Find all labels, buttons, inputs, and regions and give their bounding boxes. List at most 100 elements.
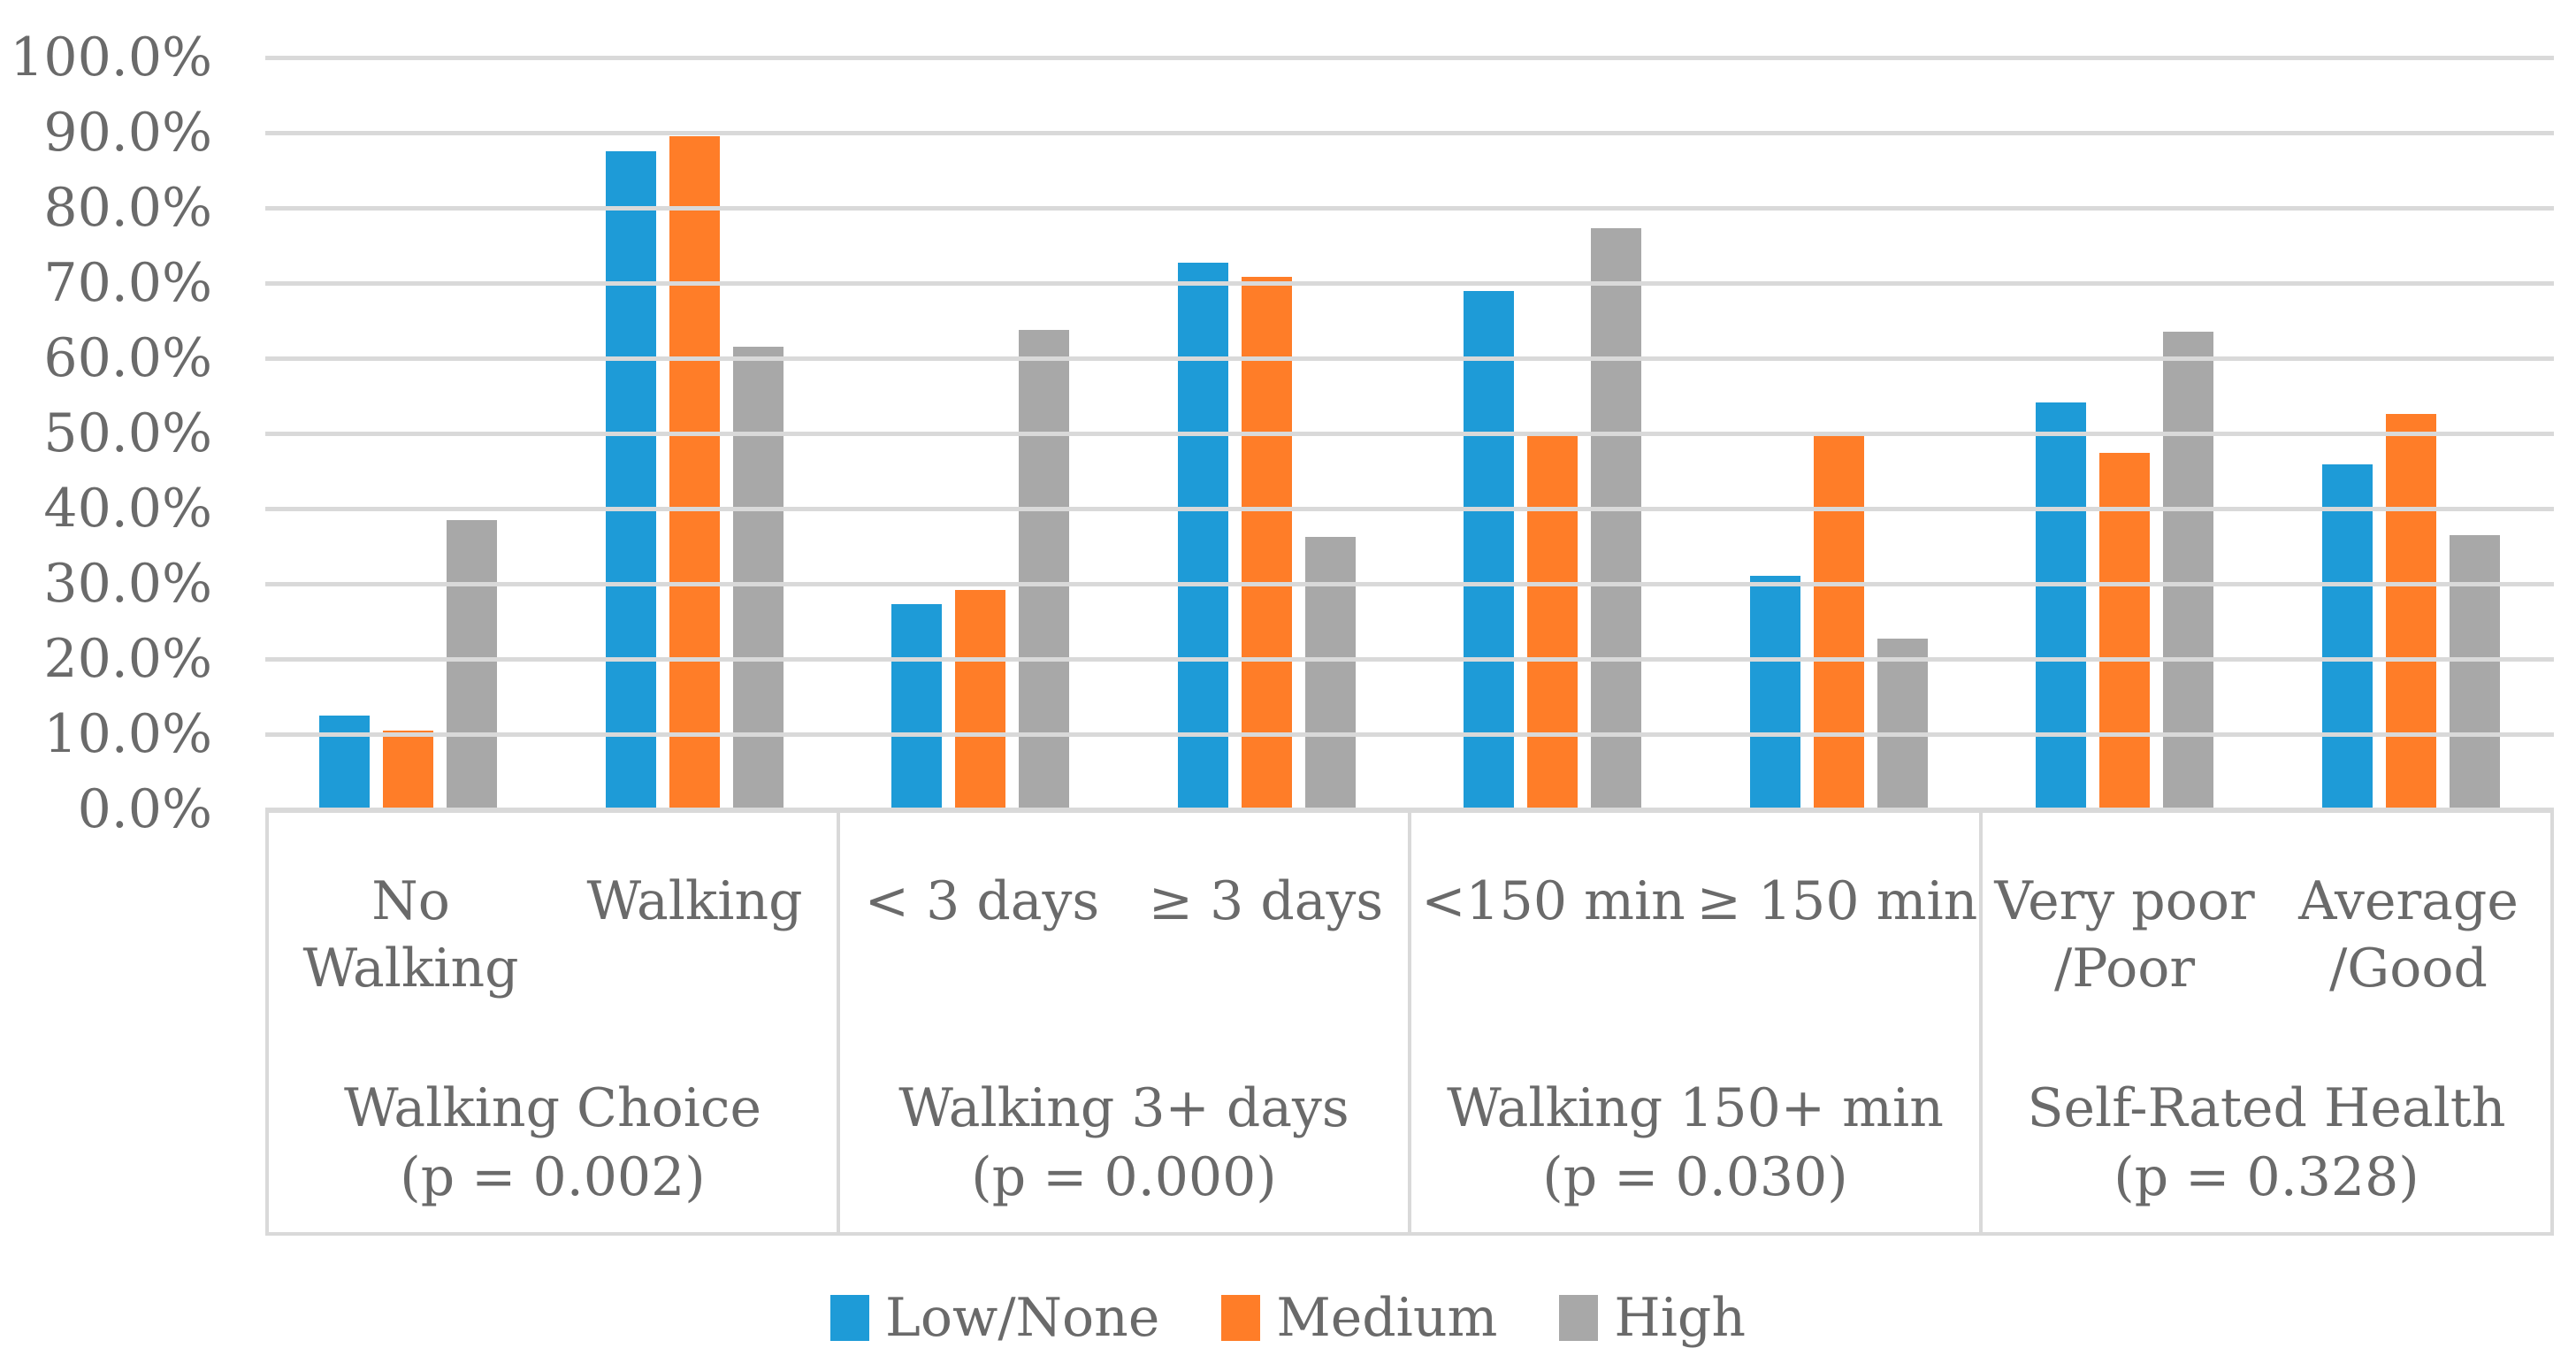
legend-swatch-low-none — [830, 1295, 870, 1341]
group-label-name: Walking 150+ min — [1447, 1077, 1944, 1139]
gridline — [265, 582, 2554, 586]
group-label: Self-Rated Health (p = 0.328) — [1983, 1074, 2550, 1212]
gridline — [265, 356, 2554, 361]
bars-layer — [265, 57, 2554, 809]
gridline — [265, 206, 2554, 211]
subcategory-label-line: ≥ 150 min — [1696, 870, 1978, 932]
bar-high — [2449, 534, 2500, 809]
subcategory-label-line: Walking — [302, 938, 519, 1000]
bar-low-none — [1749, 575, 1800, 809]
bar-group — [265, 57, 837, 809]
bar-medium — [1527, 433, 1578, 809]
subcategory-label-line: Average — [2298, 870, 2519, 932]
y-axis-tick-label: 0.0% — [77, 778, 212, 840]
bar-medium — [955, 589, 1006, 809]
bar-cluster — [2268, 57, 2555, 809]
legend-item: High — [1559, 1291, 1746, 1344]
category-group-cell: Very poor/Poor Average/Good Self-Rated Hea… — [1983, 813, 2550, 1232]
subcategory-labels-row: Very poor/Poor Average/Good — [1983, 813, 2550, 1002]
y-axis-tick-label: 20.0% — [43, 628, 212, 690]
bar-low-none — [1464, 291, 1515, 809]
group-label-pvalue: (p = 0.328) — [2114, 1146, 2419, 1208]
legend-item: Medium — [1221, 1291, 1497, 1344]
bar-cluster — [837, 57, 1124, 809]
y-axis-tick-label: 30.0% — [43, 553, 212, 615]
bar-medium — [383, 730, 434, 809]
bar-cluster — [265, 57, 552, 809]
subcategory-label-line: Very poor — [1994, 870, 2255, 932]
y-axis-tick-label: 80.0% — [43, 177, 212, 239]
category-group-cell: <150 min ≥ 150 min Walking 150+ min (p = 0.… — [1411, 813, 1983, 1232]
bar-high — [1019, 329, 1070, 809]
subcategory-label-line: ≥ 3 days — [1148, 870, 1384, 932]
bar-group — [837, 57, 1410, 809]
subcategory-label: Walking — [553, 868, 837, 1002]
bar-high — [732, 347, 784, 809]
subcategory-label-line: No — [371, 870, 450, 932]
subcategory-label-line: Walking — [586, 870, 803, 932]
gridline — [265, 732, 2554, 737]
subcategory-label-line: <150 min — [1421, 870, 1685, 932]
bar-low-none — [2321, 463, 2373, 809]
bar-cluster — [1124, 57, 1410, 809]
bar-cluster — [1696, 57, 1983, 809]
subcategory-labels-row: <150 min ≥ 150 min — [1411, 813, 1979, 935]
bar-low-none — [605, 151, 656, 809]
group-label-name: Walking 3+ days — [898, 1077, 1349, 1139]
bar-medium — [2099, 453, 2151, 809]
bar-high — [1591, 227, 1642, 809]
bar-medium — [1813, 433, 1864, 809]
legend-swatch-high — [1559, 1295, 1599, 1341]
subcategory-labels-row: No Walking Walking — [269, 813, 837, 1002]
subcategory-label-line: < 3 days — [864, 870, 1100, 932]
category-axis: No Walking Walking Walking Choice (p = 0.002… — [265, 809, 2554, 1236]
bar-low-none — [891, 603, 943, 809]
subcategory-label: Average/Good — [2266, 868, 2550, 1002]
bar-medium — [1241, 277, 1292, 809]
bar-cluster — [1982, 57, 2268, 809]
gridline — [265, 432, 2554, 436]
subcategory-label: < 3 days — [840, 868, 1124, 935]
subcategory-label: No Walking — [269, 868, 553, 1002]
bar-cluster — [1410, 57, 1696, 809]
legend: Low/None Medium High — [0, 1281, 2576, 1355]
legend-label: Medium — [1276, 1287, 1498, 1349]
y-axis-tick-label: 50.0% — [43, 402, 212, 464]
bar-high — [2163, 332, 2214, 809]
bar-low-none — [2036, 402, 2087, 809]
legend-label: Low/None — [885, 1287, 1160, 1349]
gridline — [265, 56, 2554, 60]
group-label-name: Walking Choice — [343, 1077, 762, 1139]
group-label: Walking 3+ days (p = 0.000) — [840, 1074, 1408, 1212]
group-label: Walking Choice (p = 0.002) — [269, 1074, 837, 1212]
bar-low-none — [319, 715, 371, 809]
bar-high — [1304, 537, 1356, 809]
group-label-name: Self-Rated Health — [2027, 1077, 2506, 1139]
bar-high — [447, 519, 498, 809]
legend-item: Low/None — [830, 1291, 1159, 1344]
gridline — [265, 281, 2554, 286]
bar-low-none — [1177, 263, 1228, 809]
y-axis-tick-label: 70.0% — [43, 252, 212, 314]
gridline — [265, 131, 2554, 135]
subcategory-label: ≥ 150 min — [1695, 868, 1979, 935]
y-axis-tick-label: 10.0% — [43, 703, 212, 765]
legend-label: High — [1614, 1287, 1746, 1349]
y-axis-tick-label: 100.0% — [10, 27, 212, 88]
subcategory-label: ≥ 3 days — [1124, 868, 1408, 935]
plot-area — [265, 56, 2554, 812]
subcategory-label-line: /Poor — [2053, 938, 2196, 1000]
group-label-pvalue: (p = 0.000) — [971, 1146, 1277, 1208]
subcategory-label: <150 min — [1411, 868, 1695, 935]
group-label-pvalue: (p = 0.002) — [400, 1146, 706, 1208]
y-axis-tick-label: 90.0% — [43, 102, 212, 164]
bar-medium — [2385, 413, 2436, 809]
bar-cluster — [552, 57, 838, 809]
subcategory-label: Very poor/Poor — [1983, 868, 2266, 1002]
bar-medium — [669, 136, 720, 809]
bar-high — [1877, 639, 1928, 809]
gridline — [265, 657, 2554, 662]
y-axis-tick-label: 60.0% — [43, 327, 212, 389]
gridline — [265, 507, 2554, 511]
